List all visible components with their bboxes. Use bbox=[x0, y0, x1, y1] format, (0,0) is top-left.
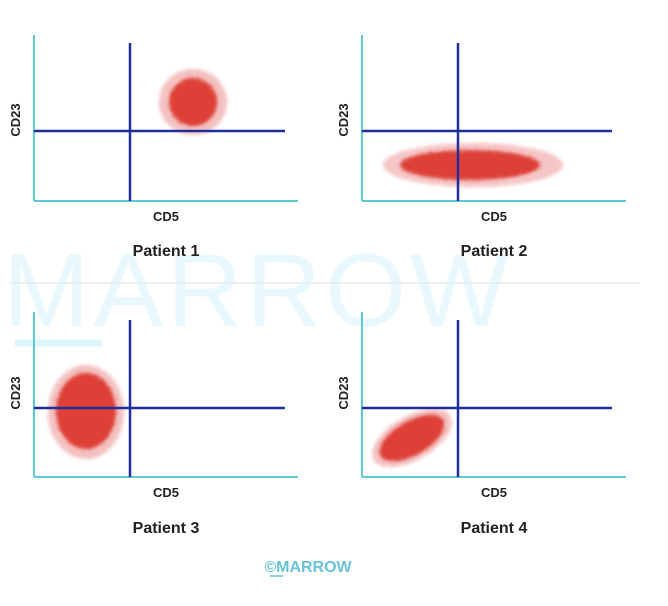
panel-patient-1: CD23 CD5 Patient 1 bbox=[8, 35, 298, 260]
panel-patient-4: CD23 CD5 Patient 4 bbox=[336, 312, 626, 537]
scatter-cloud-patient-3 bbox=[48, 365, 124, 459]
y-axis-label: CD23 bbox=[336, 103, 351, 136]
copyright-text: ©MARROW bbox=[264, 559, 352, 576]
x-axis-label: CD5 bbox=[481, 209, 507, 224]
panel-title: Patient 4 bbox=[461, 520, 528, 537]
cell-cluster-inner bbox=[379, 414, 445, 462]
panel-title: Patient 3 bbox=[133, 520, 200, 537]
scatter-cloud-patient-2 bbox=[383, 143, 563, 187]
x-axis-label: CD5 bbox=[481, 485, 507, 500]
y-axis-label: CD23 bbox=[8, 376, 23, 409]
panel-patient-3: CD23 CD5 Patient 3 bbox=[8, 312, 298, 537]
scatter-cloud-patient-1 bbox=[159, 69, 227, 135]
x-axis-label: CD5 bbox=[153, 209, 179, 224]
y-axis-label: CD23 bbox=[8, 103, 23, 136]
panel-title: Patient 2 bbox=[461, 243, 528, 260]
panel-title: Patient 1 bbox=[133, 243, 200, 260]
watermark-text: MARROW bbox=[3, 233, 512, 349]
cell-cluster-inner bbox=[169, 78, 217, 126]
x-axis-label: CD5 bbox=[153, 485, 179, 500]
cell-cluster-inner bbox=[400, 150, 540, 180]
y-axis-label: CD23 bbox=[336, 376, 351, 409]
scatter-cloud-patient-4 bbox=[372, 408, 452, 468]
cell-cluster-inner bbox=[56, 373, 116, 449]
panel-patient-2: CD23 CD5 Patient 2 bbox=[336, 35, 626, 260]
